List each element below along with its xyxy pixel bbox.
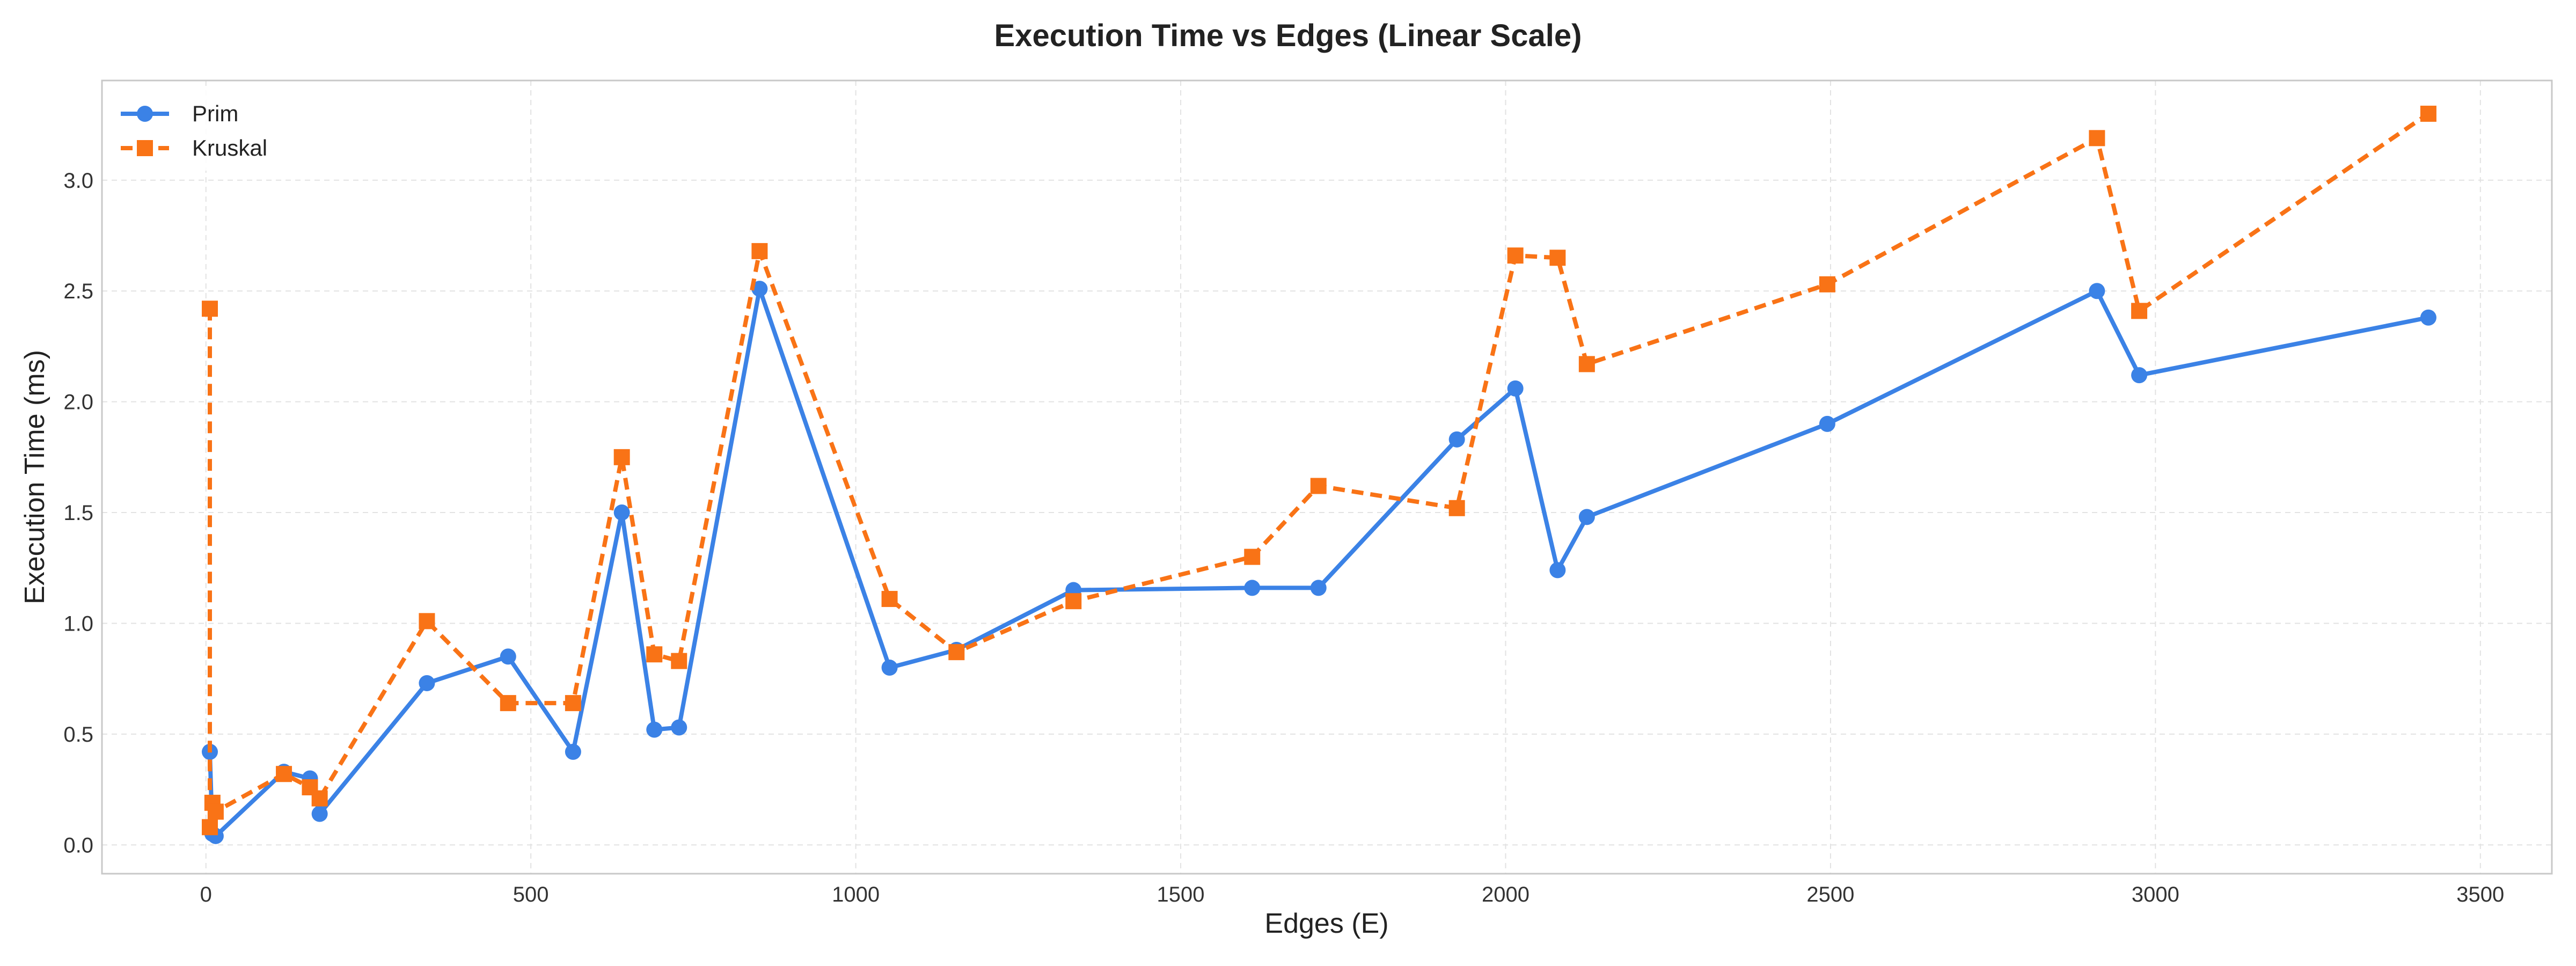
data-point-kruskal (419, 613, 435, 630)
legend-kruskal-marker (137, 140, 153, 156)
data-point-kruskal (948, 644, 965, 661)
data-point-prim (2089, 283, 2105, 299)
data-point-kruskal (202, 819, 218, 836)
data-point-prim (1507, 380, 1524, 397)
data-point-kruskal (1065, 593, 1082, 610)
data-point-prim (646, 721, 663, 738)
legend-prim-label: Prim (192, 101, 238, 126)
data-point-kruskal (1549, 250, 1566, 266)
data-point-prim (1310, 580, 1327, 596)
plot-frame (101, 79, 2553, 875)
data-point-kruskal (1244, 548, 1261, 565)
data-point-kruskal (565, 695, 581, 712)
y-tick-label: 2.5 (63, 280, 93, 303)
data-point-kruskal (202, 301, 218, 317)
data-point-prim (1448, 431, 1465, 448)
y-axis-ticks: 0.0 0.5 1.0 1.5 2.0 2.5 3.0 (63, 169, 93, 858)
y-tick-label: 2.0 (63, 391, 93, 414)
legend-prim-marker (137, 106, 153, 122)
x-tick-label: 1000 (832, 883, 880, 906)
data-point-kruskal (613, 449, 630, 465)
data-point-prim (500, 648, 516, 665)
x-tick-label: 2000 (1482, 883, 1529, 906)
data-point-kruskal (1310, 478, 1327, 494)
series-prim (202, 281, 2436, 844)
data-point-prim (751, 281, 768, 297)
data-point-kruskal (671, 653, 687, 669)
data-point-kruskal (311, 790, 328, 807)
x-tick-label: 3000 (2132, 883, 2179, 906)
legend-box (110, 90, 287, 171)
x-axis-ticks: 0 500 1000 1500 2000 2500 3000 3500 (200, 883, 2505, 906)
y-axis-label: Execution Time (ms) (19, 350, 50, 604)
y-tick-label: 1.0 (63, 612, 93, 635)
data-point-kruskal (1819, 276, 1835, 292)
data-point-prim (565, 743, 581, 760)
data-point-prim (613, 504, 630, 521)
data-point-prim (311, 806, 328, 822)
series-line-prim (208, 287, 2429, 838)
series-kruskal (202, 105, 2436, 836)
x-tick-label: 2500 (1806, 883, 1854, 906)
data-point-prim (419, 675, 435, 691)
data-point-kruskal (1448, 500, 1465, 516)
data-point-kruskal (1578, 356, 1595, 372)
legend-item-kruskal: Kruskal (121, 135, 267, 160)
data-point-prim (1819, 415, 1835, 432)
y-tick-label: 1.5 (63, 501, 93, 525)
data-point-kruskal (1507, 247, 1524, 264)
data-point-kruskal (751, 243, 768, 259)
y-tick-label: 0.5 (63, 723, 93, 747)
x-tick-label: 1500 (1157, 883, 1205, 906)
data-point-kruskal (500, 695, 516, 712)
chart-title: Execution Time vs Edges (Linear Scale) (994, 18, 1582, 53)
series-line-kruskal (208, 112, 2430, 830)
legend-item-prim: Prim (121, 101, 238, 126)
data-point-kruskal (2089, 130, 2105, 147)
data-point-kruskal (2420, 105, 2436, 122)
data-point-kruskal (207, 803, 224, 820)
data-point-prim (1244, 580, 1261, 596)
data-point-prim (1549, 562, 1566, 579)
data-point-kruskal (881, 591, 898, 608)
x-tick-label: 3500 (2456, 883, 2504, 906)
x-tick-label: 500 (513, 883, 549, 906)
data-point-prim (2131, 367, 2148, 384)
data-point-kruskal (2131, 303, 2148, 319)
legend: Prim Kruskal (110, 90, 287, 171)
data-point-prim (881, 660, 898, 676)
grid-lines (102, 80, 2552, 874)
x-tick-label: 0 (200, 883, 212, 906)
data-point-prim (2420, 309, 2436, 326)
data-point-kruskal (276, 766, 292, 782)
data-point-prim (1578, 509, 1595, 525)
x-axis-label: Edges (E) (1264, 908, 1388, 939)
data-point-kruskal (646, 646, 663, 663)
y-tick-label: 3.0 (63, 169, 93, 193)
legend-kruskal-label: Kruskal (192, 135, 267, 160)
series-layer (202, 105, 2436, 844)
data-point-prim (671, 719, 687, 736)
y-tick-label: 0.0 (63, 833, 93, 857)
